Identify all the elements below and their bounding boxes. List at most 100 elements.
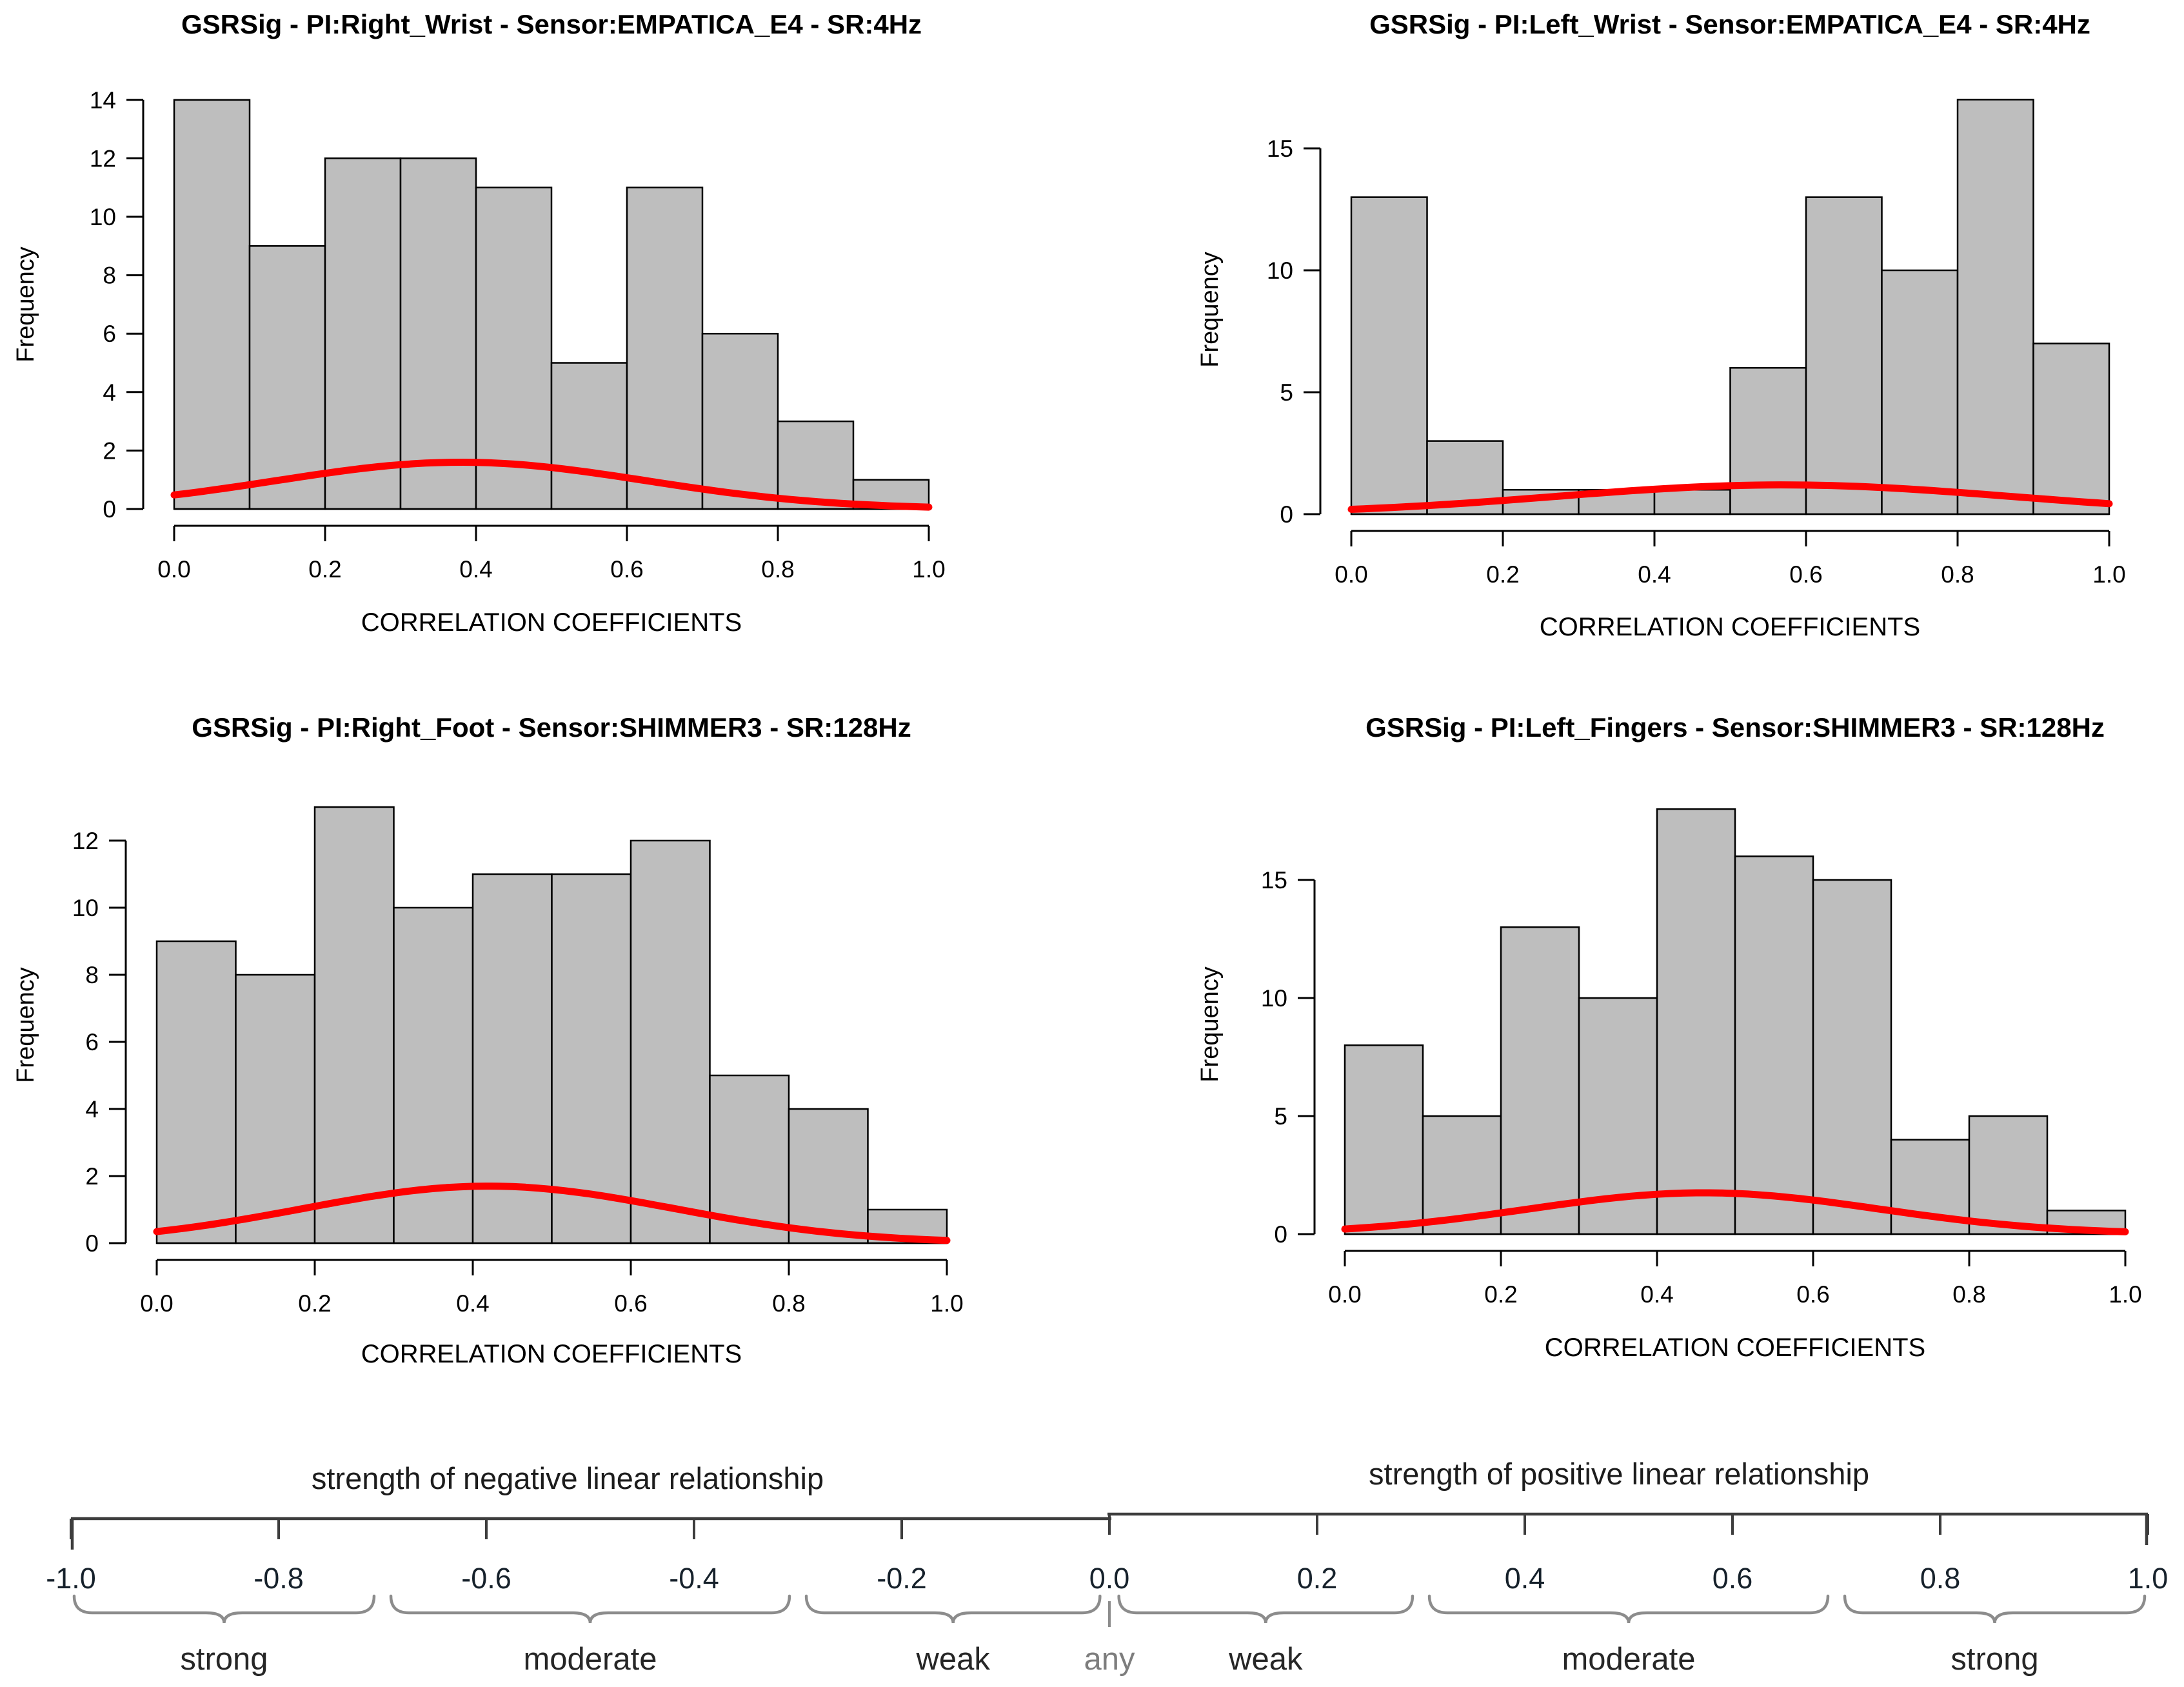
negative-strength-heading: strength of negative linear relationship bbox=[312, 1461, 824, 1495]
strength-scale-diagram: strength of negative linear relationship… bbox=[46, 1457, 2168, 1677]
scale-tick-label: -0.4 bbox=[669, 1562, 719, 1595]
strength-brace bbox=[389, 1594, 791, 1624]
chart-title: GSRSig - PI:Left_Fingers - Sensor:SHIMME… bbox=[1365, 712, 2105, 743]
strength-brace bbox=[72, 1594, 376, 1624]
x-tick-label: 0.4 bbox=[1638, 561, 1671, 588]
histogram-bar bbox=[313, 806, 395, 1244]
strength-label: strong bbox=[1951, 1642, 2038, 1677]
x-tick-label: 0.4 bbox=[1640, 1281, 1673, 1308]
y-axis-title: Frequency bbox=[12, 246, 39, 363]
strength-label: weak bbox=[1228, 1642, 1303, 1677]
histogram-bar bbox=[1956, 99, 2034, 515]
y-tick-label: 5 bbox=[1274, 1103, 1287, 1130]
strength-brace bbox=[1427, 1594, 1830, 1624]
x-tick-label: 0.8 bbox=[1952, 1281, 1985, 1308]
scale-tick-label: -0.8 bbox=[253, 1562, 304, 1595]
x-tick-label: 0.6 bbox=[614, 1290, 647, 1317]
histogram-bar bbox=[1344, 1044, 1424, 1235]
scale-tick-label: 0.0 bbox=[1089, 1562, 1130, 1595]
scale-tick-label: 0.8 bbox=[1920, 1562, 1961, 1595]
x-tick-label: 0.8 bbox=[761, 556, 794, 583]
y-tick-label: 8 bbox=[103, 263, 116, 289]
histogram-bar bbox=[173, 99, 251, 510]
y-tick-label: 4 bbox=[85, 1096, 99, 1123]
strength-label: moderate bbox=[1562, 1642, 1695, 1677]
histogram-bar bbox=[701, 332, 779, 510]
chart-right-wrist: GSRSig - PI:Right_Wrist - Sensor:EMPATIC… bbox=[12, 9, 946, 637]
x-tick-label: 0.0 bbox=[157, 556, 190, 583]
scale-tick-label: 1.0 bbox=[2128, 1562, 2169, 1595]
plot-area: 0 5 10 15 0.0 0.2 0.4 0.6 0.8 1.0 bbox=[1267, 99, 2126, 588]
histogram-bar bbox=[1805, 196, 1883, 515]
chart-left-fingers: GSRSig - PI:Left_Fingers - Sensor:SHIMME… bbox=[1196, 712, 2142, 1362]
histogram-bar bbox=[235, 973, 316, 1244]
y-tick-label: 8 bbox=[85, 962, 99, 988]
x-tick-label: 0.0 bbox=[1328, 1281, 1361, 1308]
histogram-bar bbox=[399, 157, 477, 510]
histogram-bar bbox=[475, 186, 553, 510]
plot-area: 0 5 10 15 0.0 0.2 0.4 0.6 0.8 1.0 bbox=[1261, 808, 2142, 1308]
strength-label: moderate bbox=[523, 1642, 657, 1677]
y-tick-label: 6 bbox=[103, 321, 116, 347]
x-tick-label: 0.0 bbox=[140, 1290, 173, 1317]
strength-label: weak bbox=[915, 1642, 990, 1677]
x-tick-label: 0.4 bbox=[456, 1290, 489, 1317]
y-tick-label: 2 bbox=[103, 437, 116, 464]
strength-brace bbox=[1117, 1594, 1415, 1624]
histogram-bar bbox=[550, 362, 628, 510]
x-tick-label: 1.0 bbox=[2092, 561, 2125, 588]
y-tick-label: 10 bbox=[1261, 985, 1287, 1012]
histogram-bar bbox=[1881, 269, 1959, 515]
y-tick-label: 5 bbox=[1280, 379, 1293, 406]
scale-tick-label: 0.6 bbox=[1712, 1562, 1753, 1595]
x-tick-label: 0.8 bbox=[772, 1290, 805, 1317]
x-tick-label: 1.0 bbox=[2109, 1281, 2141, 1308]
histogram-bar bbox=[2032, 343, 2110, 515]
histogram-bar bbox=[155, 940, 237, 1244]
x-tick-label: 0.8 bbox=[1941, 561, 1974, 588]
histogram-bar bbox=[1812, 879, 1892, 1235]
strength-brace bbox=[804, 1594, 1102, 1624]
chart-title: GSRSig - PI:Left_Wrist - Sensor:EMPATICA… bbox=[1369, 9, 2090, 39]
x-tick-label: 0.6 bbox=[1789, 561, 1822, 588]
x-tick-label: 0.6 bbox=[610, 556, 643, 583]
histogram-bar bbox=[788, 1108, 869, 1244]
y-axis-title: Frequency bbox=[1196, 966, 1224, 1083]
histogram-bar bbox=[1968, 1115, 2049, 1235]
x-tick-label: 0.2 bbox=[308, 556, 341, 583]
y-tick-label: 0 bbox=[1280, 501, 1293, 528]
y-tick-label: 10 bbox=[72, 895, 99, 921]
histogram-bar bbox=[1500, 926, 1580, 1235]
histogram-bar bbox=[1734, 855, 1814, 1235]
scale-tick-label: -0.6 bbox=[461, 1562, 511, 1595]
x-axis-title: CORRELATION COEFFICIENTS bbox=[1540, 613, 1920, 641]
chart-title: GSRSig - PI:Right_Foot - Sensor:SHIMMER3… bbox=[192, 712, 911, 743]
histogram-bar bbox=[551, 873, 632, 1244]
histogram-bar bbox=[324, 157, 402, 510]
y-axis-title: Frequency bbox=[1196, 252, 1224, 368]
x-axis-title: CORRELATION COEFFICIENTS bbox=[361, 1340, 742, 1368]
positive-strength-heading: strength of positive linear relationship bbox=[1369, 1457, 1869, 1491]
y-tick-label: 15 bbox=[1267, 135, 1293, 162]
histogram-bar bbox=[626, 186, 704, 510]
density-curve bbox=[1341, 1189, 2129, 1235]
density-curve bbox=[153, 1183, 951, 1244]
y-axis-title: Frequency bbox=[12, 967, 39, 1083]
density-curve bbox=[170, 459, 933, 511]
strength-brace bbox=[1843, 1594, 2147, 1624]
y-tick-label: 0 bbox=[85, 1230, 99, 1257]
scale-tick-label: 0.4 bbox=[1505, 1562, 1545, 1595]
y-tick-label: 15 bbox=[1261, 867, 1287, 893]
chart-title: GSRSig - PI:Right_Wrist - Sensor:EMPATIC… bbox=[181, 9, 922, 39]
x-tick-label: 0.2 bbox=[1484, 1281, 1517, 1308]
y-tick-label: 12 bbox=[90, 145, 116, 172]
scale-axis-and-braces: -1.0 -0.8 -0.6 -0.4 -0.2 0.0 0.2 0.4 0.6 0.8 1.0 st… bbox=[46, 1512, 2169, 1677]
y-tick-label: 4 bbox=[103, 379, 116, 406]
x-tick-label: 0.2 bbox=[1486, 561, 1519, 588]
histogram-bar bbox=[1350, 196, 1428, 515]
plot-area: 0 2 4 6 8 10 12 14 0.0 0.2 0.4 0.6 0.8 1.0 bbox=[90, 87, 946, 583]
scale-tick-label: -0.2 bbox=[877, 1562, 927, 1595]
chart-left-wrist: GSRSig - PI:Left_Wrist - Sensor:EMPATICA… bbox=[1196, 9, 2126, 641]
y-tick-label: 0 bbox=[1274, 1221, 1287, 1248]
